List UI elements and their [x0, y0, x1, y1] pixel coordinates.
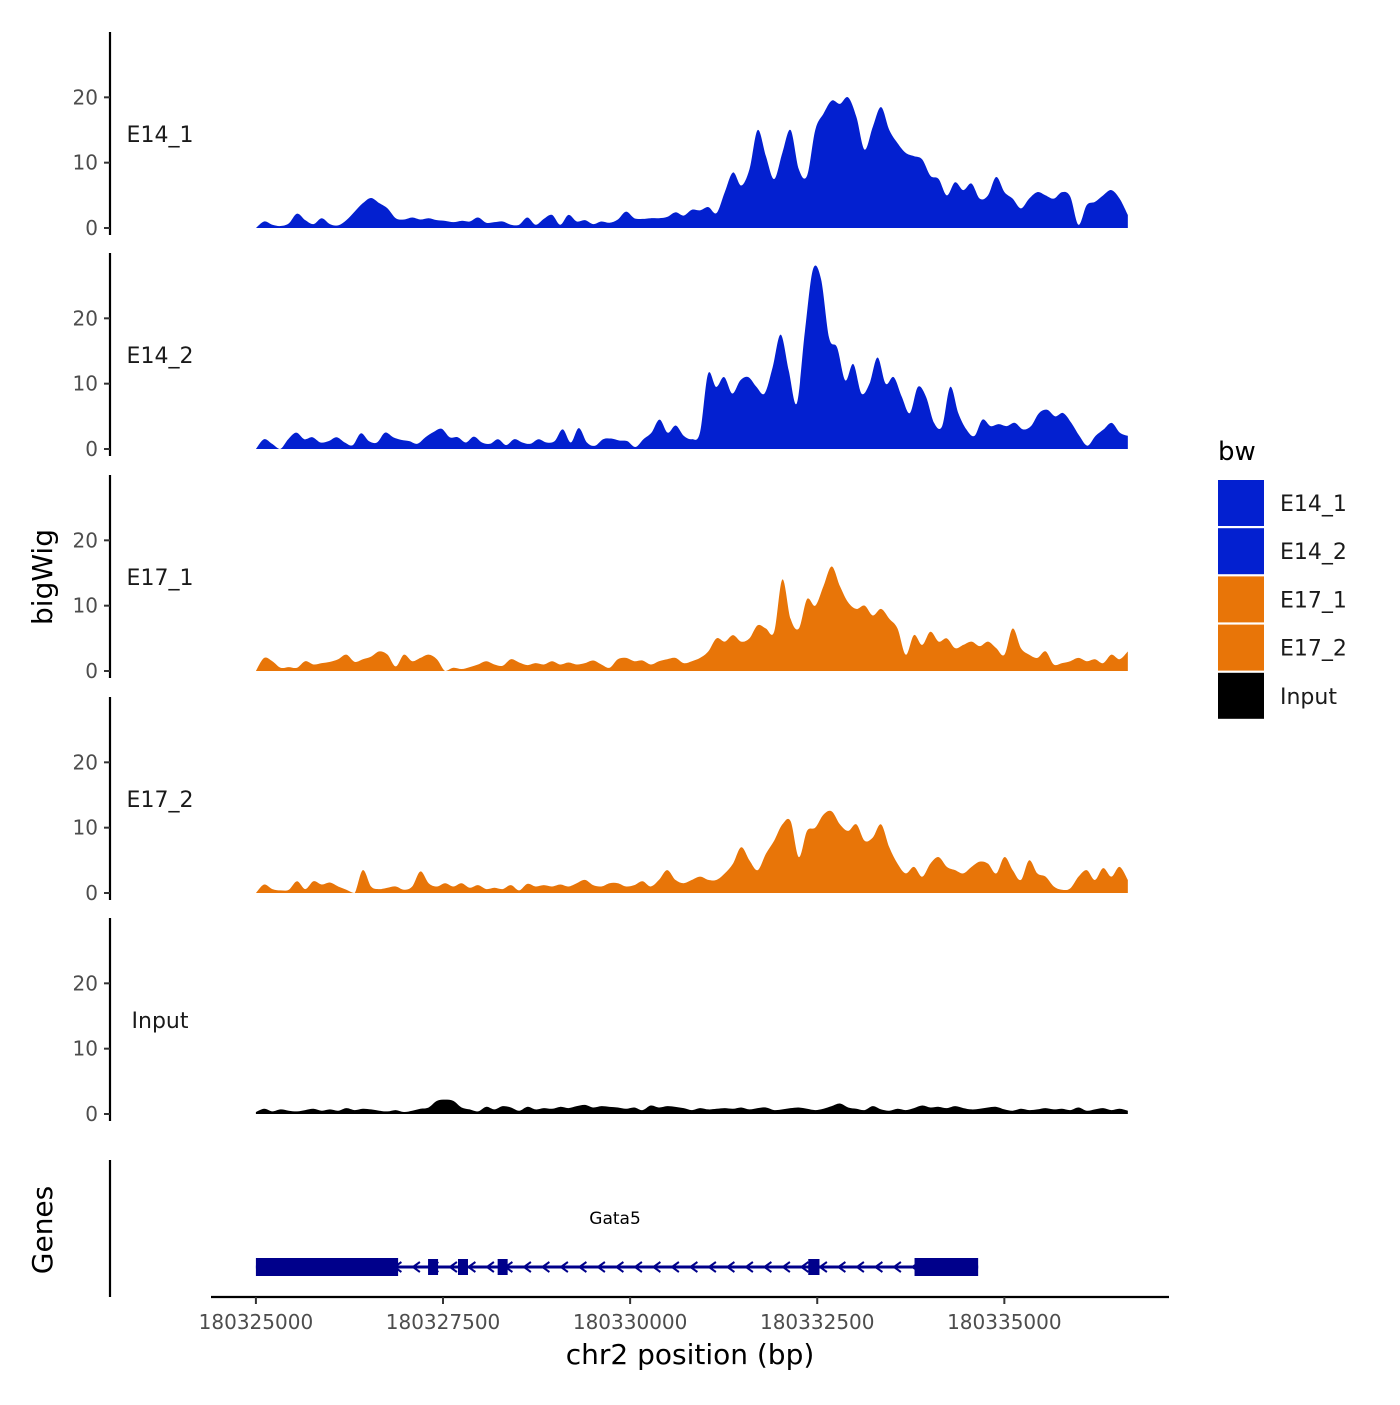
legend-swatch [1218, 576, 1264, 623]
strand-chevron [725, 1261, 735, 1273]
y-tick-label: 20 [73, 85, 98, 109]
signal-area-e14-2 [255, 265, 1128, 449]
track-e14-2: 0 10 20 E14_2 [73, 253, 1128, 461]
x-tick-label: 180332500 [760, 1310, 875, 1334]
legend-label: E14_2 [1280, 540, 1347, 565]
strand-chevron [466, 1261, 476, 1273]
track-label: E17_2 [127, 788, 194, 813]
track-e14-1: 0 10 20 E14_1 [73, 32, 1128, 240]
genes-axis-title: Genes [26, 1186, 59, 1274]
y-tick-label: 0 [85, 881, 98, 905]
signal-area-e17-1 [255, 566, 1128, 671]
strand-chevron [744, 1261, 754, 1273]
strand-chevron [836, 1261, 846, 1273]
exon-block [255, 1258, 399, 1276]
legend-label: E17_1 [1280, 588, 1347, 613]
y-tick-label: 0 [85, 216, 98, 240]
strand-chevron [448, 1261, 458, 1273]
strand-chevron [540, 1261, 550, 1273]
strand-chevron [651, 1261, 661, 1273]
legend-label: E17_2 [1280, 637, 1347, 662]
x-tick-label: 180335000 [947, 1310, 1062, 1334]
legend-label: E14_1 [1280, 492, 1347, 517]
x-tick-label: 180330000 [573, 1310, 688, 1334]
strand-chevron [633, 1261, 643, 1273]
strand-chevron [485, 1261, 495, 1273]
strand-chevron [781, 1261, 791, 1273]
x-tick-label: 180325000 [199, 1310, 314, 1334]
exon-block [428, 1259, 439, 1275]
legend-entry: Input [1218, 672, 1337, 719]
strand-chevron [818, 1261, 828, 1273]
y-tick-label: 10 [73, 372, 98, 396]
y-tick-label: 20 [73, 971, 98, 995]
y-tick-label: 20 [73, 750, 98, 774]
y-tick-label: 0 [85, 659, 98, 683]
strand-chevron [707, 1261, 717, 1273]
legend-entry: E17_1 [1218, 576, 1347, 623]
strand-chevron [762, 1261, 772, 1273]
strand-chevron [892, 1261, 902, 1273]
strand-chevron [596, 1261, 606, 1273]
strand-chevron [522, 1261, 532, 1273]
y-tick-label: 10 [73, 816, 98, 840]
legend-entry: E14_1 [1218, 480, 1347, 526]
track-label: Input [132, 1009, 189, 1034]
track-label: E14_2 [127, 344, 194, 369]
strand-chevron [559, 1261, 569, 1273]
y-tick-label: 10 [73, 1037, 98, 1061]
gene-gata5: Gata5 [255, 1209, 979, 1276]
signal-area-e14-1 [255, 96, 1128, 229]
strand-chevron [411, 1261, 421, 1273]
track-label: E14_1 [127, 123, 194, 148]
legend-swatch [1218, 672, 1264, 719]
exon-block [914, 1258, 979, 1276]
exon-block [497, 1259, 508, 1275]
strand-chevron [688, 1261, 698, 1273]
y-tick-label: 0 [85, 1102, 98, 1126]
y-tick-label: 10 [73, 594, 98, 618]
legend-entry: E14_2 [1218, 528, 1347, 575]
strand-chevron [670, 1261, 680, 1273]
gene-track: Gata5 [108, 1160, 979, 1297]
exon-block [457, 1259, 468, 1275]
legend-entry: E17_2 [1218, 624, 1347, 671]
track-label: E17_1 [127, 566, 194, 591]
y-tick-label: 0 [85, 437, 98, 461]
legend-swatch [1218, 480, 1264, 526]
y-tick-label: 10 [73, 151, 98, 175]
x-tick-label: 180327500 [386, 1310, 501, 1334]
track-e17-2: 0 10 20 E17_2 [73, 697, 1128, 905]
strand-chevron [799, 1261, 809, 1273]
y-tick-label: 20 [73, 528, 98, 552]
x-axis: 180325000 180327500 180330000 180332500 1803… [199, 1295, 1169, 1334]
y-tick-label: 20 [73, 306, 98, 330]
strand-chevron [855, 1261, 865, 1273]
signal-area-e17-2 [255, 810, 1128, 893]
signal-tracks: 0 10 20 E14_1 0 10 20 E14_2 0 10 20 E17_1 0 10 20 E17_2… [73, 32, 1128, 1126]
legend-swatch [1218, 528, 1264, 575]
track-e17-1: 0 10 20 E17_1 [73, 475, 1128, 683]
legend-swatch [1218, 624, 1264, 671]
legend-label: Input [1280, 685, 1337, 710]
exon-block [808, 1259, 820, 1275]
y-axis-title: bigWig [26, 529, 59, 625]
strand-chevron [577, 1261, 587, 1273]
strand-chevron [873, 1261, 883, 1273]
track-input: 0 10 20 Input [73, 918, 1128, 1126]
gene-name-label: Gata5 [589, 1209, 641, 1229]
signal-area-input [255, 1099, 1128, 1114]
x-axis-title: chr2 position (bp) [566, 1338, 815, 1371]
legend: bw E14_1 E14_2 E17_1 E17_2 Input [1218, 437, 1347, 719]
strand-chevron [614, 1261, 624, 1273]
legend-title: bw [1218, 437, 1256, 467]
